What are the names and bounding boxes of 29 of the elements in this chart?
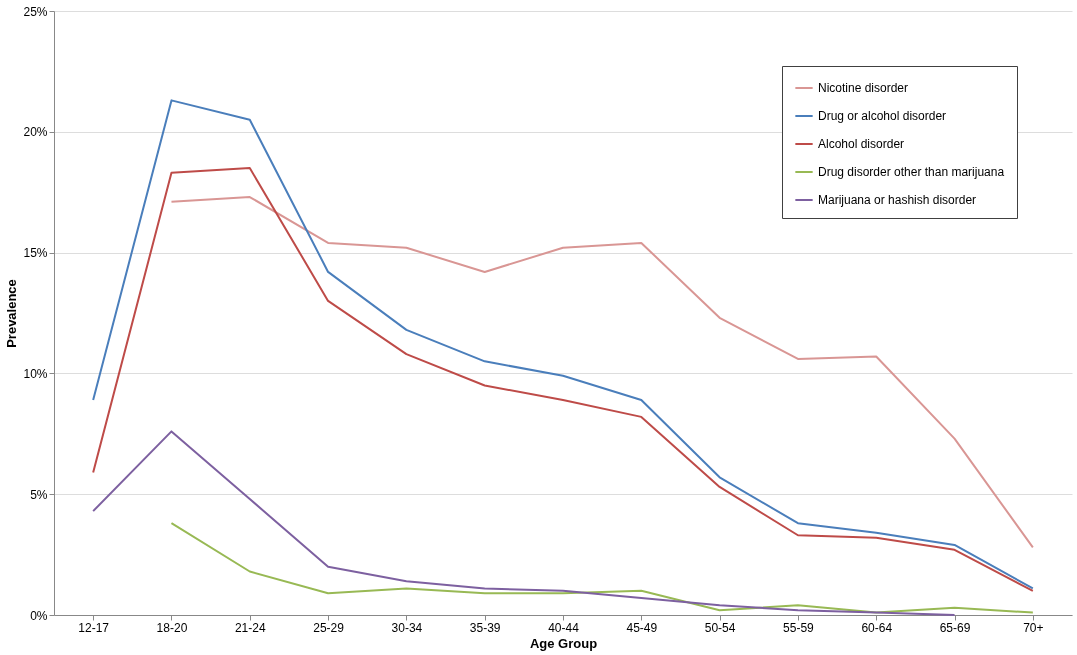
legend-label: Marijuana or hashish disorder	[818, 193, 977, 207]
legend-label: Nicotine disorder	[818, 81, 909, 95]
x-tick-label: 21-24	[234, 620, 266, 635]
x-tick-label: 55-59	[783, 620, 815, 635]
y-axis-title: Prevalence	[4, 279, 20, 348]
legend-label: Drug disorder other than marijuana	[818, 165, 1005, 179]
x-tick-label: 65-69	[939, 620, 971, 635]
legend-label: Alcohol disorder	[818, 137, 905, 151]
line-series	[170, 522, 1034, 614]
x-tick-label: 18-20	[156, 620, 188, 635]
x-axis-title: Age Group	[529, 635, 598, 651]
y-tick-label: 25%	[23, 4, 48, 19]
y-tick-label: 0%	[30, 608, 48, 623]
x-tick-label: 25-29	[313, 620, 345, 635]
x-tick-label: 12-17	[78, 620, 110, 635]
y-tick-label: 20%	[23, 125, 48, 140]
y-tick-label: 5%	[30, 487, 48, 502]
x-tick-label: 50-54	[704, 620, 736, 635]
x-tick-label: 30-34	[391, 620, 423, 635]
x-tick-label: 45-49	[626, 620, 658, 635]
line-series	[170, 196, 1034, 549]
x-tick-label: 35-39	[469, 620, 501, 635]
x-tick-label: 40-44	[548, 620, 580, 635]
legend-label: Drug or alcohol disorder	[818, 109, 947, 123]
line-series	[92, 430, 956, 616]
x-tick-label: 60-64	[861, 620, 893, 635]
y-tick-label: 10%	[23, 366, 48, 381]
y-tick-label: 15%	[23, 246, 48, 261]
x-tick-label: 70+	[1023, 620, 1044, 635]
